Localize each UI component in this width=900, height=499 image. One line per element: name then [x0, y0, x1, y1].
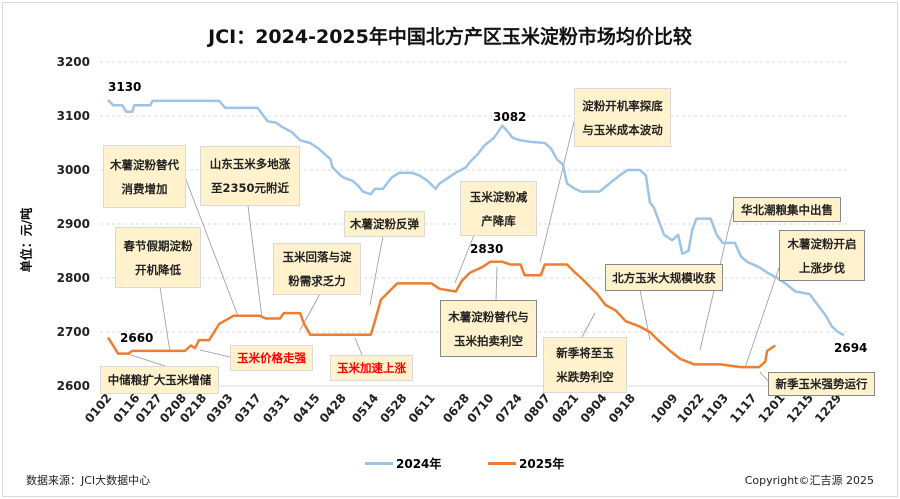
- annotation-leader-line: [247, 205, 263, 319]
- x-tick-label: 0428: [317, 391, 349, 426]
- x-tick-label: 1117: [727, 391, 759, 426]
- annotation: 玉米回落与淀 粉需求乏力: [273, 243, 361, 295]
- value-label-peak-2024: 3082: [493, 110, 527, 124]
- annotation: 春节假期淀粉 开机降低: [115, 227, 201, 288]
- annotation-leader-line: [744, 261, 782, 369]
- annotation: 木薯淀粉开启 上涨步伐: [779, 230, 865, 281]
- x-tick-label: 0528: [377, 391, 409, 426]
- x-tick-label: 1009: [648, 391, 680, 426]
- annotation: 玉米价格走强: [230, 345, 313, 371]
- y-tick-label: 2600: [57, 379, 90, 393]
- value-label-start-2025: 2660: [120, 331, 154, 345]
- annotation: 新季玉米强势运行: [768, 372, 875, 396]
- x-tick-label: 0415: [290, 391, 322, 426]
- annotation: 中储粮扩大玉米增储: [100, 366, 219, 394]
- x-tick-label: 0514: [349, 391, 381, 426]
- x-tick-label: 0821: [549, 391, 581, 426]
- annotation-leader-line: [454, 234, 475, 284]
- annotation: 玉米加速上涨: [330, 355, 413, 381]
- x-tick-label: 0303: [203, 391, 235, 426]
- x-tick-label: 0317: [232, 391, 264, 426]
- x-tick-label: 0331: [260, 391, 292, 426]
- legend-swatch: [365, 462, 393, 465]
- y-tick-label: 3200: [57, 55, 90, 69]
- y-tick-label: 2700: [57, 325, 90, 339]
- legend-label: 2024年: [396, 457, 442, 471]
- y-tick-label: 3100: [57, 109, 90, 123]
- legend-item-2025: 2025年: [488, 455, 564, 472]
- value-label-max-2024: 3130: [108, 80, 142, 94]
- y-tick-label: 3000: [57, 163, 90, 177]
- data-source: 数据来源：JCI大数据中心: [26, 474, 151, 487]
- legend-label: 2025年: [519, 457, 565, 471]
- annotation-leader-line: [199, 349, 231, 358]
- annotation-leader-line: [539, 117, 576, 263]
- annotation: 玉米淀粉减 产降库: [460, 181, 537, 236]
- annotation-leader-line: [581, 312, 596, 338]
- annotation-leader-line: [299, 293, 321, 331]
- annotation-leader-line: [495, 266, 498, 301]
- annotation-leader-line: [759, 371, 769, 382]
- value-label-peak-2025: 2830: [470, 242, 504, 256]
- copyright: Copyright©汇吉源 2025: [744, 474, 874, 487]
- annotation: 木薯淀粉替代与 玉米拍卖利空: [440, 300, 537, 357]
- x-tick-label: 0807: [521, 391, 553, 426]
- annotation: 华北潮粮集中出售: [733, 197, 841, 222]
- x-tick-label: 1103: [699, 391, 731, 426]
- annotation-leader-line: [369, 235, 384, 306]
- annotation-leader-line: [354, 337, 363, 356]
- x-tick-label: 1215: [784, 391, 816, 426]
- legend-item-2024: 2024年: [365, 455, 441, 472]
- y-tick-label: 2800: [57, 271, 90, 285]
- annotation: 木薯淀粉替代 消费增加: [103, 145, 186, 208]
- annotation: 山东玉米多地涨 至2350元附近: [200, 146, 300, 206]
- value-label-end-2024: 2694: [834, 341, 868, 355]
- chart-title: JCI：2024-2025年中国北方产区玉米淀粉市场均价比较: [208, 26, 692, 48]
- x-tick-label: 0710: [464, 391, 496, 426]
- x-tick-label: 0904: [578, 391, 610, 426]
- annotation-leader-line: [184, 176, 239, 317]
- series-line-2024年: [107, 98, 845, 337]
- annotation-leader-line: [124, 352, 166, 367]
- y-tick-label: 2900: [57, 217, 90, 231]
- legend-swatch: [488, 462, 516, 465]
- annotation-leader-line: [159, 286, 171, 353]
- annotation: 新季将至玉 米跌势利空: [543, 337, 627, 393]
- x-tick-label: 0918: [606, 391, 638, 426]
- x-tick-label: 1229: [812, 391, 844, 426]
- x-tick-label: 1201: [755, 391, 787, 426]
- series-line-2025年: [106, 260, 776, 369]
- annotation: 淀粉开机率探底 与玉米成本波动: [574, 88, 671, 147]
- x-tick-label: 0724: [493, 391, 525, 426]
- x-tick-label: 0611: [406, 391, 438, 426]
- annotation: 北方玉米大规模收获: [605, 264, 723, 291]
- x-tick-label: 0102: [82, 391, 114, 426]
- annotation: 木薯淀粉反弹: [344, 211, 425, 237]
